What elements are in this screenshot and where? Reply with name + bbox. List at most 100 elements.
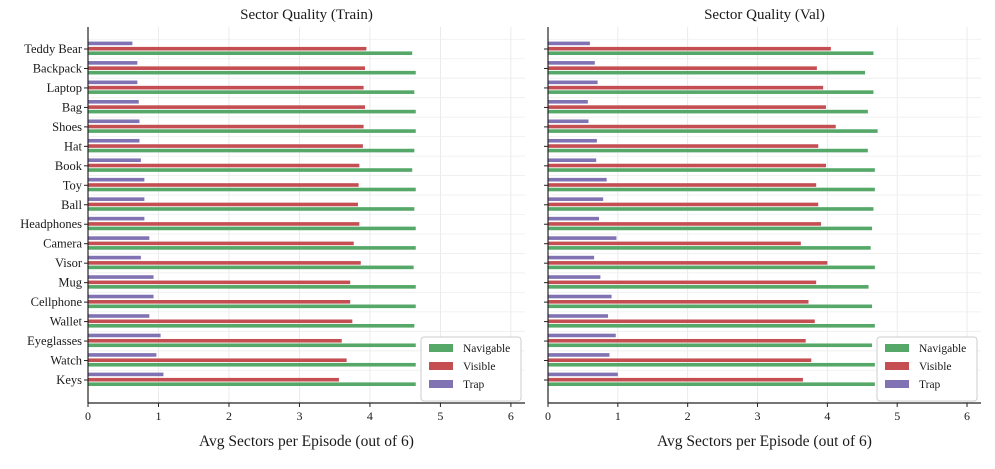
legend-swatch-trap [885,380,909,388]
bar-visible-backpack [548,66,817,70]
bar-visible-book [548,163,826,168]
bar-navigable-camera [548,246,871,250]
x-tick-label: 1 [615,409,621,423]
bar-trap-toy [548,177,607,182]
bar-navigable-ball [548,207,874,211]
x-tick-label: 4 [367,409,373,423]
bar-trap-hat [548,138,597,143]
bar-navigable-shoes [88,129,416,133]
bar-navigable-wallet [548,323,875,328]
bar-trap-eyeglasses [548,333,616,338]
legend-label-visible: Visible [463,361,496,373]
bar-navigable-mug [88,285,416,289]
bar-navigable-hat [548,148,868,153]
category-label: Keys [56,373,82,387]
bar-visible-eyeglasses [548,338,806,343]
bar-navigable-eyeglasses [88,343,416,348]
bar-trap-bag [88,100,139,104]
bar-trap-keys [88,372,164,377]
chart-panel-1: 0 1 2 3 4 5 6 Sector Quality (Val) Avg Sectors p… [544,7,981,450]
chart-panel-0: 0 1 2 3 4 5 6 Teddy Bear Backpack Laptop Bag Shoes H… [20,7,525,450]
bar-navigable-eyeglasses [548,343,873,348]
bar-trap-book [548,158,597,163]
bar-trap-shoes [548,119,589,124]
category-label: Hat [64,139,83,153]
bar-navigable-backpack [88,70,416,75]
x-axis-label: Avg Sectors per Episode (out of 6) [657,433,872,450]
bar-trap-ball [88,197,145,201]
bar-navigable-laptop [88,90,415,94]
category-label: Laptop [47,81,82,95]
bar-trap-toy [88,177,145,182]
bar-navigable-visor [88,265,414,270]
bar-navigable-hat [88,148,415,153]
bar-visible-cellphone [88,300,351,304]
bar-trap-visor [548,255,595,260]
bar-visible-keys [548,377,803,382]
bar-navigable-headphones [548,226,873,231]
legend-label-trap: Trap [919,379,941,391]
x-axis-label: Avg Sectors per Episode (out of 6) [199,433,414,450]
bar-trap-shoes [88,119,140,124]
bar-trap-teddy-bear [88,41,133,46]
bar-visible-visor [88,261,361,265]
x-tick-label: 2 [685,409,691,423]
bar-visible-watch [548,358,812,363]
category-label: Book [55,159,83,173]
bar-navigable-keys [548,382,875,386]
chart-title: Sector Quality (Train) [240,7,373,23]
bar-trap-laptop [88,80,138,85]
bar-trap-headphones [548,216,599,221]
bar-visible-wallet [88,319,353,324]
bar-visible-teddy-bear [88,46,367,51]
category-label: Ball [61,198,82,212]
bar-visible-cellphone [548,300,809,304]
bar-visible-ball [88,202,358,207]
bar-trap-teddy-bear [548,41,590,46]
x-tick-label: 6 [508,409,514,423]
bar-visible-headphones [88,222,360,226]
bar-trap-mug [88,275,154,279]
bar-visible-watch [88,358,347,363]
bar-navigable-cellphone [88,304,416,309]
legend-label-trap: Trap [463,379,485,391]
bar-navigable-book [548,168,875,172]
x-tick-label: 0 [85,409,91,423]
bar-visible-teddy-bear [548,46,831,51]
bar-visible-visor [548,261,828,265]
category-label: Toy [63,178,83,192]
bar-visible-camera [548,241,801,246]
bar-navigable-shoes [548,129,878,133]
bar-trap-camera [548,236,617,240]
bar-navigable-bag [88,109,416,114]
category-label: Cellphone [31,295,83,309]
bar-visible-bag [88,105,366,109]
bar-navigable-cellphone [548,304,873,309]
legend-label-visible: Visible [919,361,952,373]
category-label: Bag [62,100,83,114]
category-label: Mug [58,276,82,290]
category-label: Eyeglasses [27,334,82,348]
bar-trap-visor [88,255,141,260]
legend-swatch-trap [429,380,453,388]
bar-visible-hat [88,144,363,148]
bar-trap-book [88,158,141,163]
x-tick-label: 6 [964,409,970,423]
x-tick-label: 3 [296,409,302,423]
bar-navigable-watch [88,362,416,367]
x-tick-label: 0 [545,409,551,423]
bar-visible-toy [548,183,817,187]
bar-trap-laptop [548,80,598,85]
category-label: Visor [55,256,83,270]
bar-navigable-backpack [548,70,866,75]
bar-trap-cellphone [548,294,612,299]
legend-swatch-visible [885,362,909,370]
caption-strip [0,456,995,469]
bar-navigable-bag [548,109,868,114]
bar-navigable-visor [548,265,875,270]
bar-trap-bag [548,100,588,104]
bar-trap-backpack [88,61,138,65]
bar-trap-wallet [548,314,609,318]
bar-navigable-book [88,168,413,172]
